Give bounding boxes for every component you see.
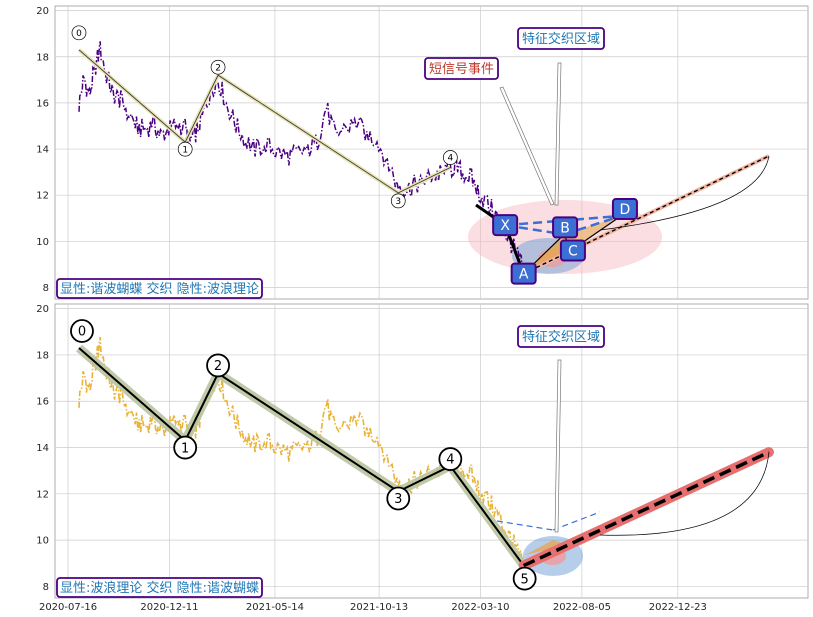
- x-tick-label: 2022-12-23: [649, 602, 707, 613]
- top-event-arrow-left: [499, 86, 555, 206]
- x-tick-label: 2020-12-11: [140, 602, 198, 613]
- top-event-arrow-right: [554, 62, 562, 206]
- x-tick-label: 2021-10-13: [350, 602, 408, 613]
- top-harmonic-node-label: C: [568, 244, 578, 260]
- bot-y-tick-label: 16: [36, 397, 49, 408]
- bot-event-arrow: [554, 359, 562, 533]
- top-projection-arc: [599, 155, 770, 231]
- bot-wave-point-label: 0: [78, 325, 86, 340]
- top-y-tick-label: 20: [36, 6, 49, 17]
- x-tick-label: 2022-08-05: [553, 602, 611, 613]
- bot-y-tick-label: 8: [43, 582, 49, 593]
- x-tick-label: 2021-05-14: [246, 602, 304, 613]
- top-harmonic-node-label: D: [620, 202, 631, 218]
- top-harmonic-node-label: A: [519, 267, 529, 283]
- top-zone-annotation-box: [517, 27, 605, 50]
- bot-wave-point-label: 2: [214, 359, 222, 374]
- bot-y-tick-label: 14: [36, 443, 49, 454]
- bot-price-line: [78, 336, 525, 571]
- top-harmonic-node-box: [552, 216, 579, 239]
- top-harmonic-node-box: [510, 262, 537, 285]
- bot-y-tick-label: 12: [36, 489, 49, 500]
- top-caption: 显性:谐波蝴蝶 交织 隐性:波浪理论: [60, 281, 259, 297]
- top-y-tick-label: 8: [43, 283, 49, 294]
- top-y-tick-label: 14: [36, 145, 49, 156]
- x-tick-label: 2022-03-10: [451, 602, 509, 613]
- top-wave-point-label-circle: [442, 150, 458, 165]
- top-harmonic-node-label: B: [560, 220, 570, 236]
- bot-wave-point-label-circle: [512, 566, 537, 591]
- top-wave-point-label: 2: [215, 63, 221, 73]
- top-harmonic-node-label: X: [500, 218, 510, 234]
- bot-wave-point-label: 5: [521, 572, 529, 587]
- bot-plot-frame: [54, 303, 809, 599]
- bot-projection-line: [522, 450, 770, 568]
- top-wave-point-label: 3: [395, 197, 401, 207]
- bot-wave-point-label: 4: [446, 453, 454, 468]
- top-y-tick-label: 18: [36, 52, 49, 63]
- bot-zone-annotation: 特征交织区域: [522, 329, 600, 345]
- top-wave-point-label-circle: [210, 59, 226, 75]
- top-harmonic-node-box: [492, 214, 519, 237]
- x-tick-label: 2020-07-16: [39, 602, 97, 613]
- top-harmonic-node-box: [611, 197, 638, 220]
- bot-harmonic-ratio-line: [552, 511, 601, 531]
- bot-y-tick-label: 18: [36, 350, 49, 361]
- top-plot-frame: [54, 5, 809, 300]
- top-event-annotation-box: [424, 57, 499, 80]
- bot-projection-arc: [599, 452, 770, 536]
- top-harmonic-ratio-line: [563, 214, 622, 236]
- bot-y-tick-label: 20: [36, 304, 49, 315]
- top-zone-annotation: 特征交织区域: [522, 31, 600, 47]
- bot-caption-box: [56, 577, 263, 598]
- top-wave-line: [78, 49, 451, 194]
- bot-harmonic-triangle: [525, 540, 568, 555]
- top-panel: 810121416182001234XABCD特征交织区域短信号事件显性:谐波蝴…: [36, 5, 809, 300]
- top-wave-point-label-circle: [177, 141, 193, 157]
- bot-y-tick-label: 10: [36, 536, 49, 547]
- bot-wave-point-label-circle: [70, 319, 94, 343]
- top-y-tick-label: 10: [36, 237, 49, 248]
- bot-wave-point-label: 3: [394, 492, 402, 507]
- top-wave-point-label-circle: [71, 25, 87, 41]
- bot-zone-annotation-box: [517, 325, 605, 348]
- bot-wave-point-label-circle: [206, 353, 230, 378]
- top-wave-point-label: 0: [76, 29, 82, 39]
- bot-caption: 显性:波浪理论 交织 隐性:谐波蝴蝶: [60, 580, 259, 596]
- top-y-tick-label: 16: [36, 98, 49, 109]
- top-caption-box: [56, 278, 263, 299]
- top-wave-point-label: 1: [182, 145, 188, 155]
- top-wave-point-label-circle: [390, 193, 406, 209]
- top-wave-point-label: 4: [447, 154, 453, 164]
- top-y-tick-label: 12: [36, 191, 49, 202]
- bot-wave-point-label-circle: [438, 447, 463, 471]
- bot-wave-line: [78, 347, 525, 567]
- bot-wave-point-label-circle: [386, 486, 411, 511]
- top-event-annotation: 短信号事件: [429, 62, 494, 77]
- top-harmonic-node-box: [559, 239, 586, 262]
- bot-wave-point-label: 1: [181, 441, 189, 456]
- bot-wave-point-label-circle: [173, 435, 198, 460]
